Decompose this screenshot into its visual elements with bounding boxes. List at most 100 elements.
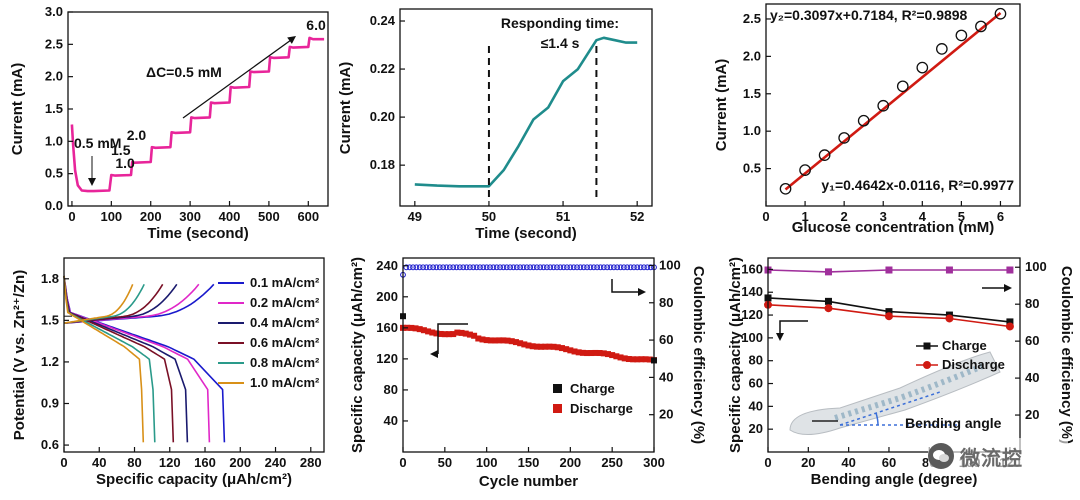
panel-f-charge-point xyxy=(1006,318,1014,326)
panel-a-trend-arrow xyxy=(182,39,292,119)
panel-e-ce-point xyxy=(631,264,637,271)
panel-e-y2tick-label: 40 xyxy=(659,369,673,384)
panel-a-ytick-label: 0.0 xyxy=(45,198,63,213)
panel-e-ce-point xyxy=(410,264,416,271)
panel-e-discharge-point xyxy=(450,331,457,338)
panel-e-ce-point xyxy=(430,264,437,271)
panel-e-discharge-point xyxy=(512,339,519,346)
panel-e-discharge-point xyxy=(579,349,586,356)
panel-a-xtick-label: 100 xyxy=(100,209,122,224)
panel-e-discharge-point xyxy=(617,354,624,361)
panel-e-y2tick-label: 100 xyxy=(659,257,681,272)
panel-a-xtick-label: 500 xyxy=(258,209,280,224)
panel-e-discharge-point xyxy=(496,337,503,344)
panel-e-right-arrow xyxy=(611,279,638,293)
panel-d-discharge-curve xyxy=(63,275,189,443)
panel-e-discharge-point xyxy=(475,335,482,342)
panel-f-inset-label: Bending angle xyxy=(905,415,1002,431)
panel-e-ce-point xyxy=(467,264,473,271)
panel-c-data-point xyxy=(779,182,792,195)
panel-e-xtick-label: 200 xyxy=(559,455,581,470)
panel-c-ytick-label: 0.5 xyxy=(743,161,761,176)
panel-a-xtick-label: 200 xyxy=(140,209,162,224)
panel-c-xtick-label: 3 xyxy=(880,209,887,224)
panel-e-xtick-label: 50 xyxy=(438,455,452,470)
panel-e-ce-point xyxy=(570,264,577,271)
panel-f-xtick-label: 60 xyxy=(882,455,896,470)
panel-e-discharge-point xyxy=(487,337,494,344)
panel-f-ce-point xyxy=(945,266,953,274)
panel-c-xtick-label: 5 xyxy=(958,209,965,224)
panel-e-ce-point xyxy=(624,264,631,271)
panel-e-ce-point xyxy=(490,264,497,271)
panel-e-legend-discharge: Discharge xyxy=(570,401,633,416)
panel-e-ce-point xyxy=(483,264,490,271)
panel-f-y2tick-label: 60 xyxy=(1025,333,1039,348)
panel-a-annotation-delta: ΔC=0.5 mM xyxy=(146,64,222,80)
panel-e-discharge-point xyxy=(500,337,507,344)
panel-d-ytick-label: 1.5 xyxy=(41,312,59,327)
panel-e-xtick-label: 250 xyxy=(601,455,623,470)
panel-b-xtick-label: 51 xyxy=(556,209,570,224)
panel-e-ytick-label: 40 xyxy=(384,413,398,428)
panel-e-ce-point xyxy=(500,264,507,271)
panel-c-ytick-label: 1.5 xyxy=(743,86,761,101)
panel-e-left-arrow-head xyxy=(430,350,438,358)
panel-f-ytick-label: 120 xyxy=(741,307,763,322)
panel-d-xtick-label: 280 xyxy=(300,455,322,470)
panel-c-fit1-label: y₁=0.4642x-0.0116, R²=0.9977 xyxy=(821,177,1014,193)
panel-d-xtick-label: 240 xyxy=(265,455,287,470)
panel-e-discharge-point xyxy=(575,349,582,356)
panel-f-y2tick-label: 80 xyxy=(1025,296,1039,311)
panel-e-ylabel: Specific capacity (μAh/cm²) xyxy=(349,257,366,453)
panel-c-data-point xyxy=(935,43,948,55)
panel-b-xtick-label: 52 xyxy=(630,209,644,224)
panel-a-xtick-label: 0 xyxy=(68,209,75,224)
panel-c-ytick-label: 2.0 xyxy=(743,48,761,63)
panel-a-annotation-6.0: 6.0 xyxy=(306,17,326,33)
panel-e-ytick-label: 120 xyxy=(376,351,398,366)
panel-b-ytick-label: 0.20 xyxy=(370,109,395,124)
panel-e-discharge-point xyxy=(517,340,524,347)
panel-d-ytick-label: 1.2 xyxy=(41,354,59,369)
panel-c-xtick-label: 6 xyxy=(997,209,1004,224)
panel-a-ytick-label: 1.5 xyxy=(45,101,63,116)
panel-e-ce-point xyxy=(620,264,627,271)
panel-a-ytick-label: 0.5 xyxy=(45,166,63,181)
panel-e-discharge-point xyxy=(584,350,591,357)
panel-c-xlabel: Glucose concentration (mM) xyxy=(792,219,995,236)
watermark-text: 微流控 xyxy=(960,445,1023,470)
panel-a-ylabel: Current (mA) xyxy=(9,63,26,156)
panel-e-ce-point xyxy=(644,264,651,271)
panel-e-discharge-point xyxy=(588,350,595,357)
panel-e-xlabel: Cycle number xyxy=(479,473,578,490)
panel-c-data-point xyxy=(896,80,909,93)
panel-f-inset-electrode xyxy=(834,362,987,421)
panel-e-ce-point xyxy=(473,264,480,271)
panel-e-ce-point xyxy=(517,264,524,271)
panel-d-xlabel: Specific capacity (μAh/cm²) xyxy=(96,471,292,488)
panel-d-ytick-label: 0.6 xyxy=(41,437,59,452)
panel-c-data-point xyxy=(955,29,968,42)
panel-f-left-arrow xyxy=(779,320,808,334)
panel-e-legend-charge: Charge xyxy=(570,381,615,396)
panel-e-ce-point xyxy=(413,264,420,271)
panel-c-fit-line xyxy=(784,11,1002,191)
panel-e-discharge-point xyxy=(542,343,549,350)
panel-e-discharge-point xyxy=(538,343,545,350)
panel-e-ce-point xyxy=(584,264,590,271)
panel-e-ce-point xyxy=(480,264,487,271)
panel-e-right-arrow-head xyxy=(638,288,646,296)
panel-f-legend-discharge-swatch xyxy=(923,361,931,369)
panel-e-ce-point xyxy=(607,264,614,271)
panel-e-discharge-point xyxy=(642,356,649,363)
panel-d-ylabel: Potential (V vs. Zn²⁺/Zn) xyxy=(11,270,28,440)
panel-e-ce-point xyxy=(557,264,564,271)
panel-e-ce-point xyxy=(560,264,567,271)
panel-e-ce-point xyxy=(610,264,617,271)
panel-e-discharge-point xyxy=(604,351,611,358)
panel-e-ce-point xyxy=(453,264,460,271)
panel-f-y2tick-label: 40 xyxy=(1025,370,1039,385)
panel-f-ce-point xyxy=(824,268,832,276)
panel-f-right-arrow-head xyxy=(1004,284,1012,292)
